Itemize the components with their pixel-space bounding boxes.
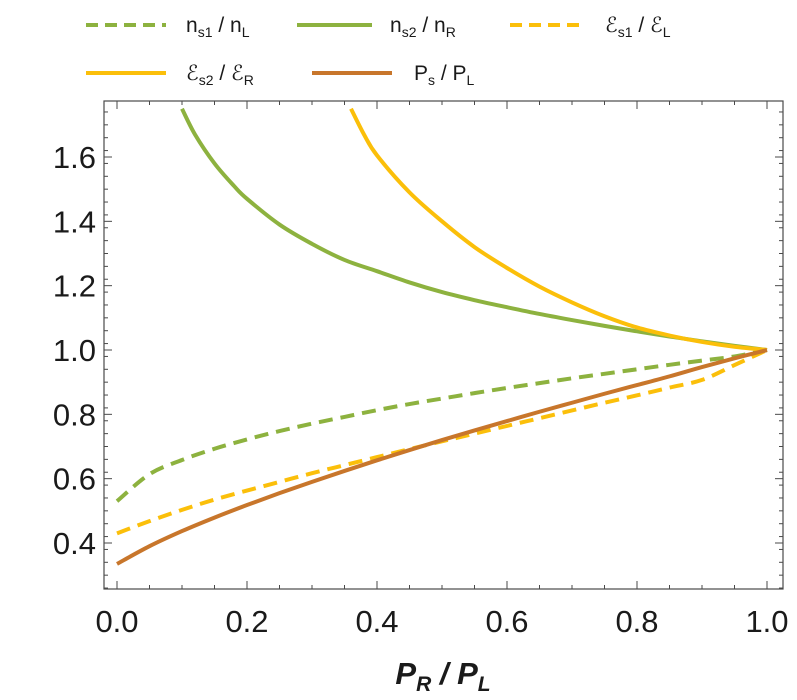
- y-tick-label: 0.4: [53, 526, 96, 561]
- y-tick-label: 1.0: [53, 333, 96, 368]
- y-tick-label: 0.6: [53, 462, 96, 497]
- legend: ns1 / nL ns2 / nR ℰs1 / ℰL ℰs2 / ℰR Ps / PL: [86, 14, 671, 88]
- y-tick-label: 0.8: [53, 397, 96, 432]
- x-axis-title-main: P: [395, 656, 416, 691]
- legend-label-1: ns2 / nR: [390, 14, 456, 40]
- x-axis-title-sep: /: [431, 656, 457, 691]
- series-line-1: [180, 107, 768, 352]
- x-tick-label: 0.0: [95, 604, 138, 639]
- tick-labels: 0.0 0.2 0.4 0.6 0.8 1.0 0.4 0.6 0.8 1.0 1.2 1.4 1.6: [53, 140, 789, 639]
- x-axis-title-main2: P: [457, 656, 478, 691]
- series-group: [115, 107, 768, 566]
- x-tick-label: 0.2: [225, 604, 268, 639]
- legend-label-2: ℰs1 / ℰL: [605, 14, 671, 40]
- x-tick-label: 1.0: [745, 604, 788, 639]
- series-line-0: [115, 348, 768, 503]
- x-tick-label: 0.8: [615, 604, 658, 639]
- legend-label-0: ns1 / nL: [186, 14, 250, 40]
- x-tick-label: 0.6: [485, 604, 528, 639]
- legend-label-3: ℰs2 / ℰR: [186, 62, 254, 88]
- x-axis-title-sub2: L: [478, 673, 491, 696]
- y-tick-label: 1.6: [53, 140, 96, 175]
- ticks: [104, 101, 783, 589]
- series-line-3: [349, 107, 768, 352]
- legend-label-4: Ps / PL: [414, 62, 475, 88]
- plot-frame: [103, 100, 784, 590]
- y-tick-label: 1.4: [53, 204, 96, 239]
- y-tick-label: 1.2: [53, 269, 96, 304]
- x-axis-title: PR / PL: [395, 656, 490, 696]
- x-axis-title-sub: R: [416, 673, 432, 696]
- series-line-4: [116, 348, 768, 566]
- x-tick-label: 0.4: [355, 604, 398, 639]
